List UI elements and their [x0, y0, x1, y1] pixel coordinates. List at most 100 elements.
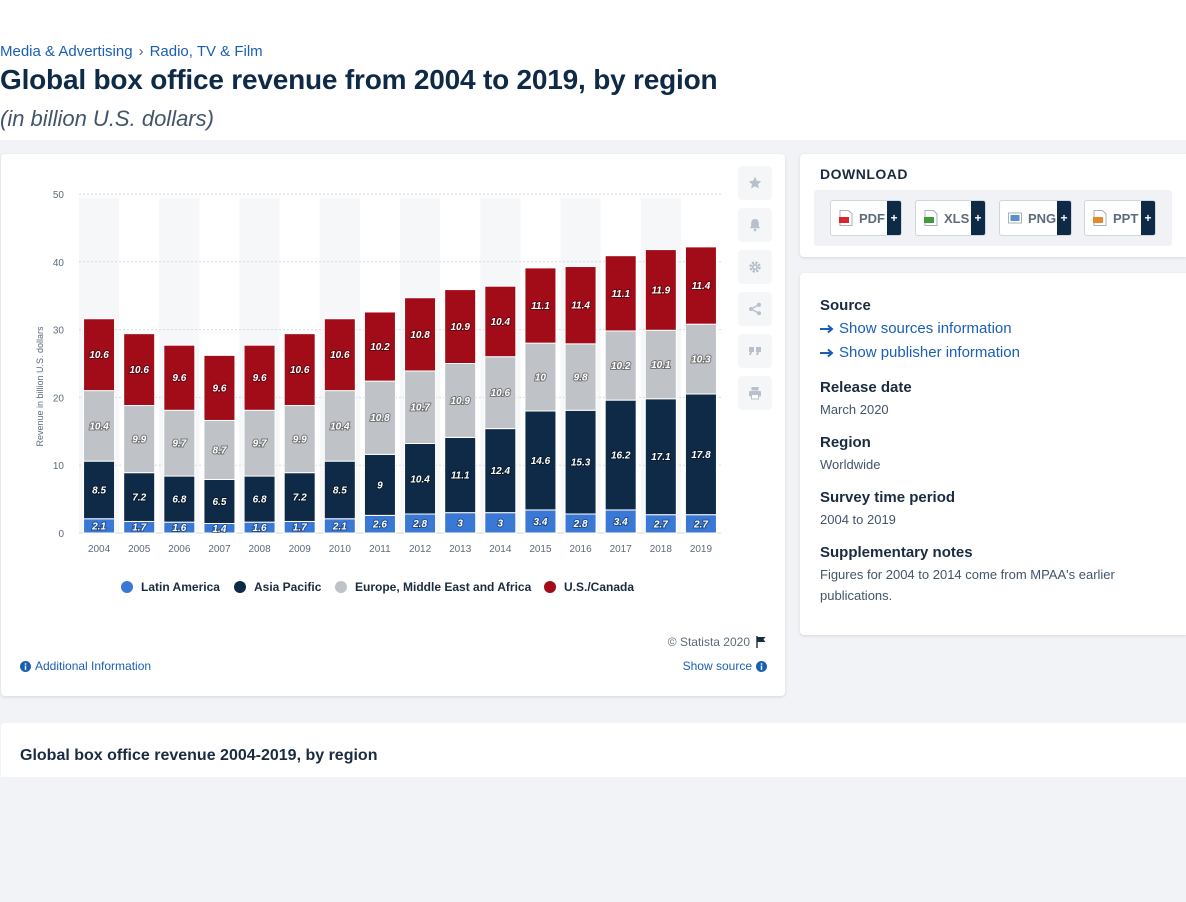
download-xls-button[interactable]: XLS +	[915, 200, 986, 236]
download-png-label: PNG	[1028, 210, 1057, 226]
data-label: 2.6	[372, 520, 387, 531]
data-label: 11.9	[651, 285, 670, 296]
data-label: 2.7	[653, 519, 668, 530]
data-label: 11.1	[531, 301, 550, 312]
info-icon	[20, 660, 31, 672]
show-source-link[interactable]: Show source	[683, 659, 767, 673]
data-label: 9.6	[212, 383, 226, 394]
x-tick-label: 2008	[248, 544, 271, 555]
cite-button[interactable]	[738, 334, 772, 368]
download-ppt-button[interactable]: PPT +	[1084, 200, 1156, 236]
download-png-button[interactable]: PNG +	[999, 200, 1072, 236]
download-ppt-label: PPT	[1113, 210, 1139, 226]
data-label: 12.4	[491, 466, 511, 477]
pdf-file-icon	[839, 210, 853, 226]
bar-segment	[323, 460, 356, 520]
show-publisher-link[interactable]: Show publisher information	[820, 344, 1020, 361]
breadcrumb-separator: ›	[138, 43, 144, 60]
data-label: 9.6	[253, 373, 267, 384]
plus-icon: +	[887, 201, 901, 235]
data-label: 2.7	[693, 519, 708, 530]
star-icon	[748, 176, 762, 189]
bar-segment	[203, 478, 236, 525]
x-tick-label: 2013	[449, 544, 472, 555]
data-label: 10.4	[89, 421, 109, 432]
x-tick-label: 2014	[489, 544, 512, 555]
data-label: 10.6	[330, 350, 350, 361]
data-label: 10.6	[290, 365, 310, 376]
breadcrumb-link-media-advertising[interactable]: Media & Advertising	[0, 43, 133, 60]
bar-segment	[163, 475, 196, 523]
x-tick-label: 2009	[289, 544, 312, 555]
bell-icon	[749, 219, 761, 232]
legend-marker	[234, 581, 246, 593]
data-label: 8.5	[92, 485, 106, 496]
data-label: 6.8	[253, 495, 267, 506]
bar-segment	[123, 472, 156, 522]
data-label: 10.8	[410, 330, 430, 341]
favorite-button[interactable]	[738, 166, 772, 200]
data-label: 11.1	[611, 289, 630, 300]
chart-card: 0 10 20 30 40 50 Revenue in billion U.S. dolla…	[1, 154, 785, 696]
printer-icon	[749, 387, 761, 400]
bar-segment	[323, 318, 356, 392]
share-button[interactable]	[738, 292, 772, 326]
print-button[interactable]	[738, 376, 772, 410]
y-tick-label: 30	[53, 326, 65, 337]
data-label: 10	[535, 373, 547, 384]
show-sources-link[interactable]: Show sources information	[820, 320, 1012, 337]
x-tick-label: 2012	[409, 544, 432, 555]
data-label: 10.9	[450, 396, 470, 407]
region-heading: Region	[820, 434, 871, 451]
data-label: 3.4	[614, 517, 628, 528]
bar-segment	[604, 255, 637, 332]
flag-icon[interactable]	[756, 636, 767, 648]
data-label: 10.2	[370, 342, 390, 353]
bar-segment	[123, 405, 156, 474]
arrow-right-icon	[820, 324, 834, 333]
additional-information-label: Additional Information	[35, 659, 152, 673]
data-label: 3.4	[533, 517, 547, 528]
y-tick-label: 40	[53, 258, 65, 269]
related-statistic-title[interactable]: Global box office revenue 2004-2019, by …	[20, 747, 378, 764]
data-label: 8.7	[212, 445, 226, 456]
ppt-file-icon	[1093, 210, 1107, 226]
copyright: © Statista 2020	[668, 635, 767, 649]
xls-file-icon	[924, 210, 938, 226]
data-label: 15.3	[571, 458, 591, 469]
data-label: 9.9	[293, 435, 307, 446]
bar-segment	[283, 405, 316, 474]
data-label: 3	[498, 518, 504, 529]
bar-segment	[604, 399, 637, 511]
bar-segment	[524, 267, 557, 344]
x-tick-label: 2004	[88, 544, 111, 555]
bar-segment	[524, 342, 557, 412]
data-label: 10.4	[491, 317, 511, 328]
data-label: 10.6	[129, 365, 149, 376]
additional-information-link[interactable]: Additional Information	[20, 659, 151, 673]
supplementary-notes-value: Figures for 2004 to 2014 come from MPAA'…	[820, 567, 1115, 603]
gear-icon	[749, 261, 761, 273]
settings-button[interactable]	[738, 250, 772, 284]
data-label: 3	[457, 518, 463, 529]
notification-button[interactable]	[738, 208, 772, 242]
bar-segment	[243, 475, 276, 523]
plus-icon: +	[971, 201, 985, 235]
bar-segment	[484, 285, 517, 358]
bar-segment	[243, 409, 276, 477]
breadcrumb-link-radio-tv-film[interactable]: Radio, TV & Film	[149, 43, 263, 60]
data-label: 2.8	[573, 519, 588, 530]
data-label: 1.4	[212, 524, 226, 535]
x-tick-label: 2017	[610, 544, 633, 555]
bar-segment	[564, 266, 597, 345]
data-label: 14.6	[531, 456, 551, 467]
bar-segment	[444, 363, 477, 438]
x-tick-label: 2019	[690, 544, 713, 555]
x-tick-label: 2011	[369, 544, 391, 555]
page-subtitle: (in billion U.S. dollars)	[0, 106, 214, 131]
download-pdf-button[interactable]: PDF +	[830, 200, 902, 236]
data-label: 10.8	[370, 413, 390, 424]
data-label: 9.7	[172, 439, 186, 450]
bar-segment	[404, 297, 437, 372]
data-label: 2.1	[332, 521, 347, 532]
